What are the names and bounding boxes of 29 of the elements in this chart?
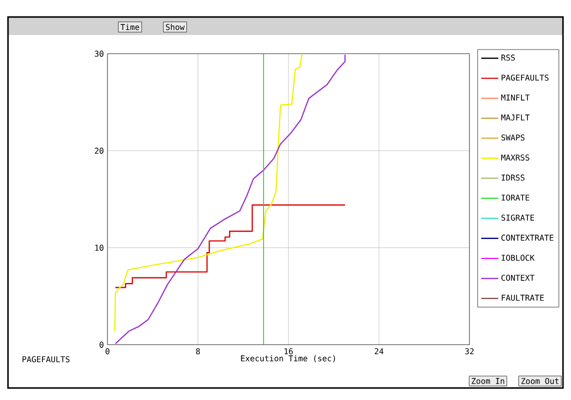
line-series [114, 54, 303, 332]
x-tick-label: 8 [196, 348, 200, 354]
x-tick-label: 0 [106, 348, 110, 354]
y-axis-title: PAGEFAULTS [22, 356, 70, 362]
x-tick-label: 24 [374, 348, 384, 354]
text: Zoom Out [521, 378, 558, 384]
legend-label: FAULTRATE [502, 294, 544, 301]
y-tick-label: 20 [94, 148, 104, 154]
legend-label: PAGEFAULTS [502, 74, 549, 81]
y-tick-label: 0 [100, 342, 104, 348]
legend-label: IDRSS [502, 174, 524, 181]
legend-label: IORATE [502, 194, 530, 201]
legend-label: RSS [501, 54, 515, 61]
legend-label: MINFLT [501, 94, 530, 100]
text: Time [120, 24, 140, 30]
legend-label: MAJFLT [501, 114, 530, 120]
y-tick-label: 30 [94, 50, 104, 57]
text: Zoom In [472, 378, 504, 384]
legend-label: IOBLOCK [502, 254, 535, 261]
legend-label: MAXRSS [501, 154, 530, 161]
legend-label: CONTEXT [501, 274, 534, 281]
legend-label: SIGRATE [501, 214, 534, 221]
text: Show [166, 24, 185, 30]
legend-label: CONTEXTRATE [501, 234, 554, 241]
y-tick-label: 10 [95, 244, 104, 251]
x-axis-title: Execution Time (sec) [241, 355, 335, 362]
legend-label: SWAPS [501, 134, 524, 141]
x-tick-label: 16 [284, 348, 293, 354]
x-tick-label: 32 [465, 348, 474, 354]
